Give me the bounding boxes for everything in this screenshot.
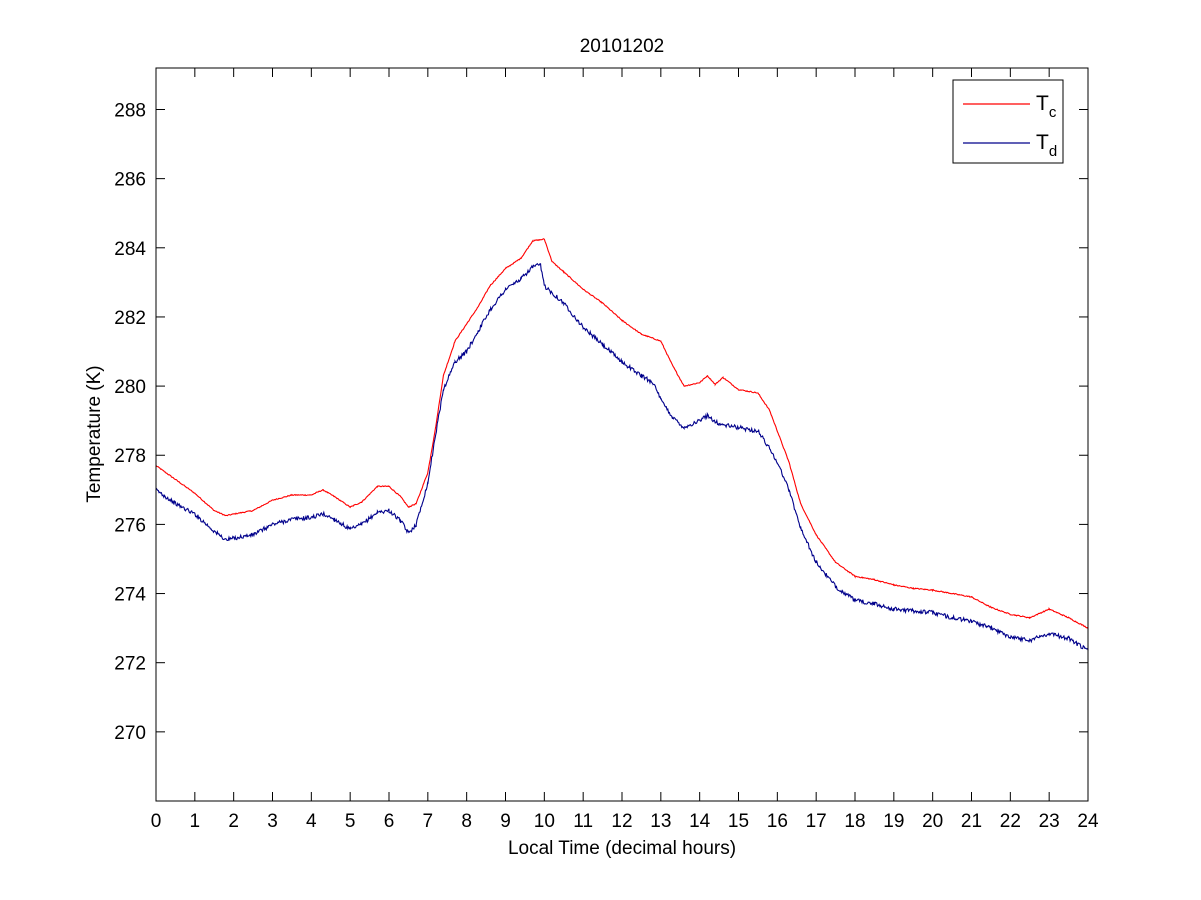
series-layer: [155, 238, 1089, 651]
chart-title: 20101202: [580, 36, 665, 57]
x-tick-label: 15: [728, 811, 749, 832]
y-tick-label: 272: [114, 654, 146, 675]
x-tick-label: 2: [228, 811, 239, 832]
x-tick-label: 16: [767, 811, 788, 832]
plot-frame: [155, 67, 1089, 802]
legend-label-td: Td: [1036, 131, 1057, 160]
x-tick-label: 4: [306, 811, 317, 832]
x-tick-label: 7: [423, 811, 434, 832]
x-tick-label: 14: [689, 811, 711, 832]
x-tick-label: 5: [345, 811, 356, 832]
y-axis-label: Temperature (K): [84, 365, 105, 502]
y-tick-label: 282: [114, 308, 146, 329]
y-tick-label: 286: [114, 170, 146, 191]
x-axis-label: Local Time (decimal hours): [508, 838, 736, 859]
y-tick-label: 280: [114, 377, 146, 398]
x-tick-label: 12: [611, 811, 632, 832]
y-tick-label: 284: [114, 239, 146, 260]
y-tick-label: 270: [114, 723, 146, 744]
x-tick-label: 8: [461, 811, 472, 832]
tick-layer: 0 1 2 3 4 5 6 7 8 9 10 11 12 13 14 15 16 17 18 19 20 21 22 23 24…: [114, 68, 1099, 832]
x-tick-label: 21: [961, 811, 982, 832]
x-tick-label: 17: [806, 811, 827, 832]
x-tick-label: 0: [151, 811, 162, 832]
x-tick-label: 20: [922, 811, 943, 832]
legend-label-tc: Tc: [1036, 92, 1057, 121]
x-tick-label: 24: [1077, 811, 1099, 832]
x-tick-label: 1: [190, 811, 201, 832]
y-tick-label: 276: [114, 515, 146, 536]
x-tick-label: 6: [384, 811, 395, 832]
x-tick-label: 18: [844, 811, 865, 832]
series-line-c: [155, 238, 1089, 631]
x-tick-label: 23: [1039, 811, 1060, 832]
y-tick-label: 274: [114, 585, 146, 606]
x-tick-label: 13: [650, 811, 671, 832]
x-tick-label: 3: [267, 811, 278, 832]
legend: Tc Td: [952, 79, 1064, 164]
x-tick-label: 22: [1000, 811, 1021, 832]
y-tick-label: 278: [114, 446, 146, 467]
x-tick-label: 9: [500, 811, 511, 832]
x-tick-label: 11: [573, 811, 593, 832]
y-tick-label: 288: [114, 100, 146, 121]
x-tick-label: 19: [883, 811, 904, 832]
x-tick-label: 10: [534, 811, 555, 832]
series-line-d: [155, 262, 1089, 651]
plot-area: [156, 68, 1088, 801]
legend-box: [952, 79, 1064, 164]
